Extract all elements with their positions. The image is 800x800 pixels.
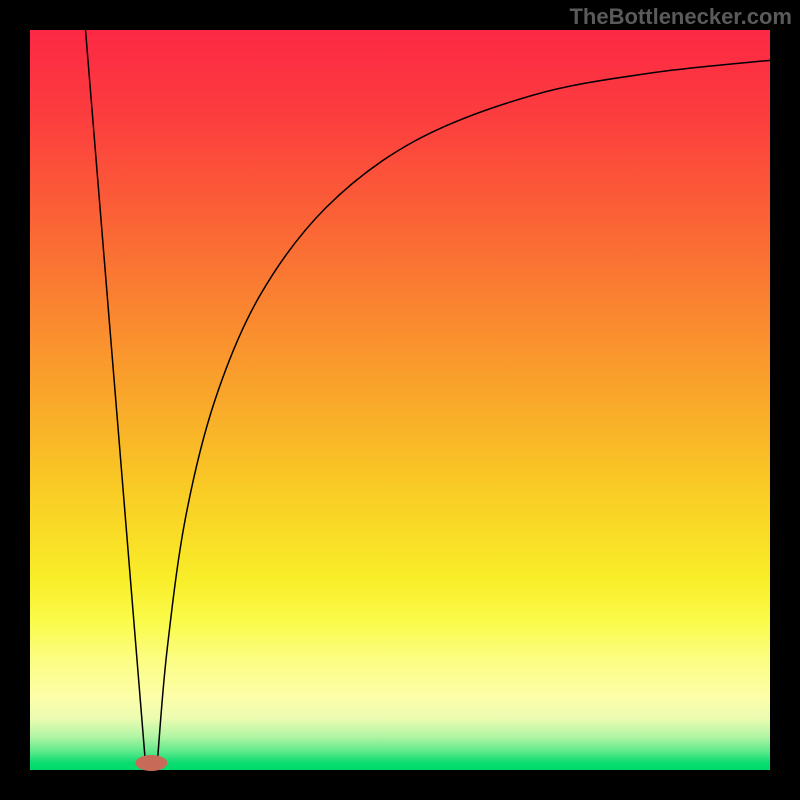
bottleneck-marker [135,755,167,771]
bottleneck-chart [0,0,800,800]
watermark-text: TheBottlenecker.com [569,4,792,30]
plot-area [30,30,770,770]
chart-container: TheBottlenecker.com [0,0,800,800]
